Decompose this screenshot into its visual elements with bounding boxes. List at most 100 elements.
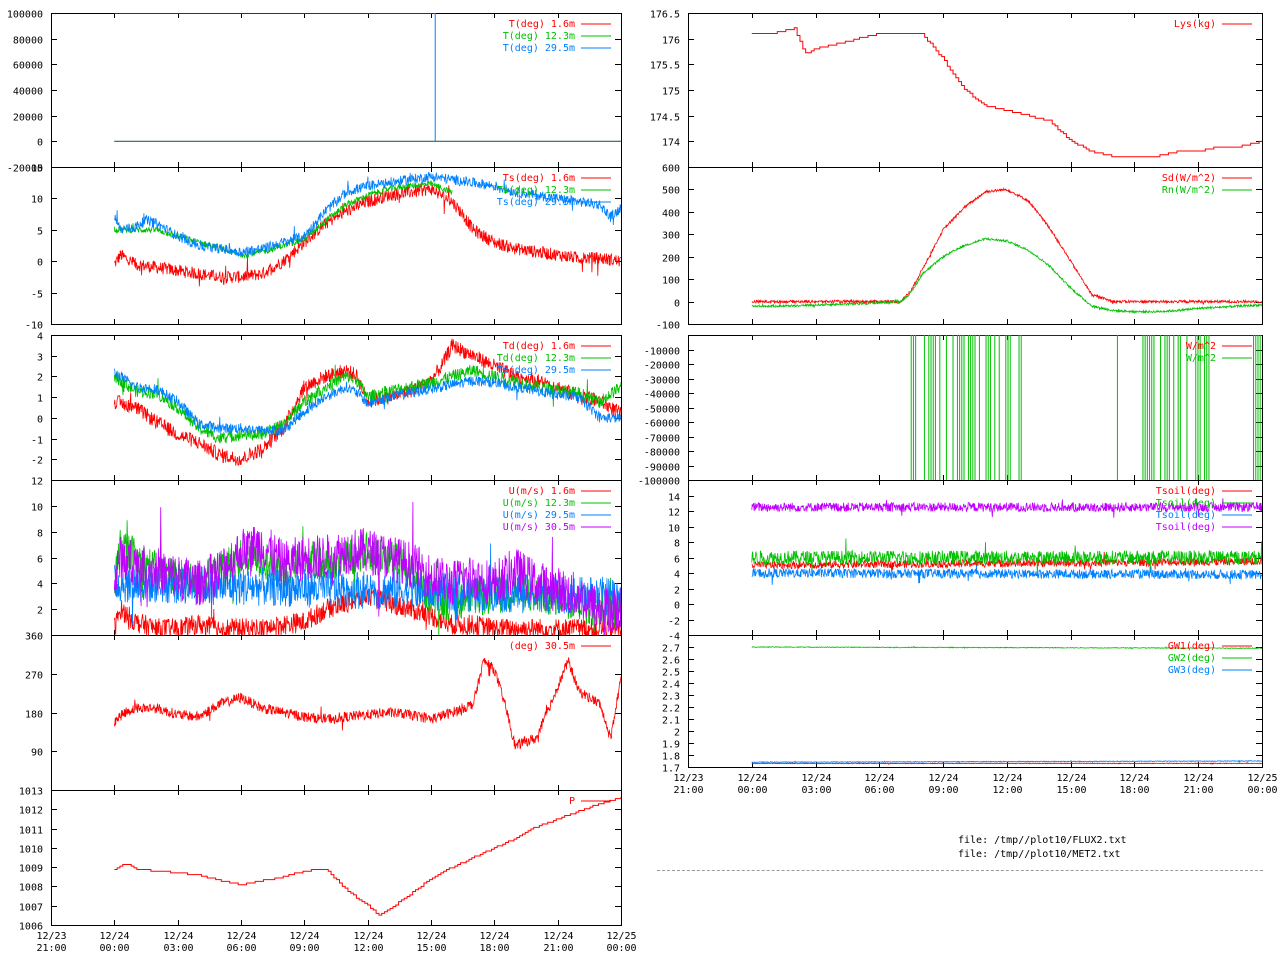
series-line <box>751 551 1262 573</box>
y-tick-label: 6 <box>37 555 43 566</box>
y-tick-label: 60000 <box>13 61 43 72</box>
plot-frame <box>51 635 622 791</box>
series-line <box>751 761 1262 765</box>
legend-label: GW2(deg) <box>1168 653 1216 664</box>
x-tick-date: 12/25 <box>606 931 636 942</box>
plot-area <box>113 171 621 287</box>
y-tick-label: 1010 <box>19 845 43 856</box>
y-tick-label: 1011 <box>19 826 43 837</box>
plot-area <box>113 338 621 466</box>
y-tick-label: 175 <box>662 87 680 98</box>
x-tick-time: 06:00 <box>864 785 894 796</box>
series-line <box>751 236 1262 315</box>
x-tick-date: 12/24 <box>1056 773 1086 784</box>
divider <box>657 870 1263 871</box>
file-met: file: /tmp//plot10/MET2.txt <box>958 849 1121 860</box>
y-tick-label: 174 <box>662 138 680 149</box>
x-tick-time: 00:00 <box>606 943 636 954</box>
y-tick-label: 80000 <box>13 36 43 47</box>
chart-temperature: -20000 0 20000 40000 60000 80000 100000 T(deg) … <box>7 10 622 175</box>
series-line <box>114 13 621 142</box>
x-tick-date: 12/24 <box>1183 773 1213 784</box>
y-tick-label: 1007 <box>19 903 43 914</box>
y-tick-label: 0 <box>37 415 43 426</box>
y-tick-label: -10 <box>25 321 43 332</box>
x-tick-date: 12/24 <box>928 773 958 784</box>
y-tick-label: 2 <box>37 373 43 384</box>
y-tick-label: 5 <box>37 227 43 238</box>
y-tick-label: 2.6 <box>662 656 680 667</box>
y-tick-label: 1009 <box>19 864 43 875</box>
x-tick-time: 00:00 <box>99 943 129 954</box>
legend-label: Lys(kg) <box>1174 19 1216 30</box>
legend-label: T(deg) 1.6m <box>509 19 575 30</box>
x-tick-time: 06:00 <box>226 943 256 954</box>
plot-area <box>751 335 1262 480</box>
legend-label: P <box>569 796 575 807</box>
legend-label: Tsoil(deg) <box>1156 510 1216 521</box>
chart-soil-temperature: -4-202468101214Tsoil(deg)Tsoil(deg)Tsoil… <box>668 480 1263 643</box>
x-tick-time: 21:00 <box>1183 785 1213 796</box>
y-tick-label: 175.5 <box>650 61 680 72</box>
y-tick-label: 360 <box>25 632 43 643</box>
y-tick-label: -2 <box>31 456 43 467</box>
plot-frame <box>51 167 622 325</box>
y-tick-label: -60000 <box>644 419 680 430</box>
x-tick-time: 15:00 <box>1056 785 1086 796</box>
y-tick-label: 3 <box>37 353 43 364</box>
y-tick-label: 1008 <box>19 883 43 894</box>
x-tick-time: 12:00 <box>992 785 1022 796</box>
y-tick-label: 2 <box>37 606 43 617</box>
series-line <box>113 657 621 750</box>
x-tick-date: 12/24 <box>416 931 446 942</box>
y-tick-label: 1012 <box>19 806 43 817</box>
y-tick-label: -50000 <box>644 405 680 416</box>
y-tick-label: 8 <box>37 529 43 540</box>
y-tick-label: 2.1 <box>662 716 680 727</box>
y-tick-label: 2.4 <box>662 680 680 691</box>
y-tick-label: 1006 <box>19 922 43 933</box>
y-tick-label: 176.5 <box>650 10 680 21</box>
series-line <box>113 180 453 259</box>
y-tick-label: 10 <box>668 524 680 535</box>
y-tick-label: -70000 <box>644 434 680 445</box>
plot-area <box>751 187 1262 315</box>
series-line <box>751 538 1262 578</box>
y-tick-label: -5 <box>31 290 43 301</box>
y-tick-label: 0 <box>37 138 43 149</box>
x-tick-time: 21:00 <box>36 943 66 954</box>
legend-label: U(m/s) 30.5m <box>503 522 575 533</box>
y-tick-label: 300 <box>662 231 680 242</box>
y-tick-label: 100 <box>662 276 680 287</box>
legend-label: Rn(W/m^2) <box>1162 185 1216 196</box>
y-tick-label: 4 <box>37 332 43 343</box>
series-line <box>751 565 1262 585</box>
y-tick-label: 2 <box>674 586 680 597</box>
y-tick-label: 1.9 <box>662 740 680 751</box>
x-tick-date: 12/25 <box>1247 773 1277 784</box>
y-tick-label: 1.8 <box>662 752 680 763</box>
legend-label: GW3(deg) <box>1168 665 1216 676</box>
legend-label: W/m^2 <box>1186 341 1216 352</box>
x-tick-time: 09:00 <box>289 943 319 954</box>
y-tick-label: 0 <box>674 299 680 310</box>
plot-area <box>751 498 1262 585</box>
chart-ground-water: 1.71.81.922.12.22.32.42.52.62.712/2321:0… <box>662 635 1278 796</box>
legend-label: Tsoil(deg) <box>1156 498 1216 509</box>
legend-label: T(deg) 12.3m <box>503 31 575 42</box>
y-tick-label: 400 <box>662 209 680 220</box>
y-tick-label: -1 <box>31 436 43 447</box>
plot-frame <box>688 167 1263 325</box>
y-tick-label: 40000 <box>13 87 43 98</box>
x-tick-time: 15:00 <box>416 943 446 954</box>
y-tick-label: 15 <box>31 164 43 175</box>
x-tick-time: 09:00 <box>928 785 958 796</box>
legend-label: GW1(deg) <box>1168 641 1216 652</box>
legend-label: T(deg) 29.5m <box>503 43 575 54</box>
legend-label: U(m/s) 1.6m <box>509 486 575 497</box>
x-tick-date: 12/24 <box>479 931 509 942</box>
legend-label: Ts(deg) 29.5m <box>497 197 575 208</box>
x-tick-time: 21:00 <box>673 785 703 796</box>
y-tick-label: 176 <box>662 36 680 47</box>
x-tick-date: 12/24 <box>992 773 1022 784</box>
